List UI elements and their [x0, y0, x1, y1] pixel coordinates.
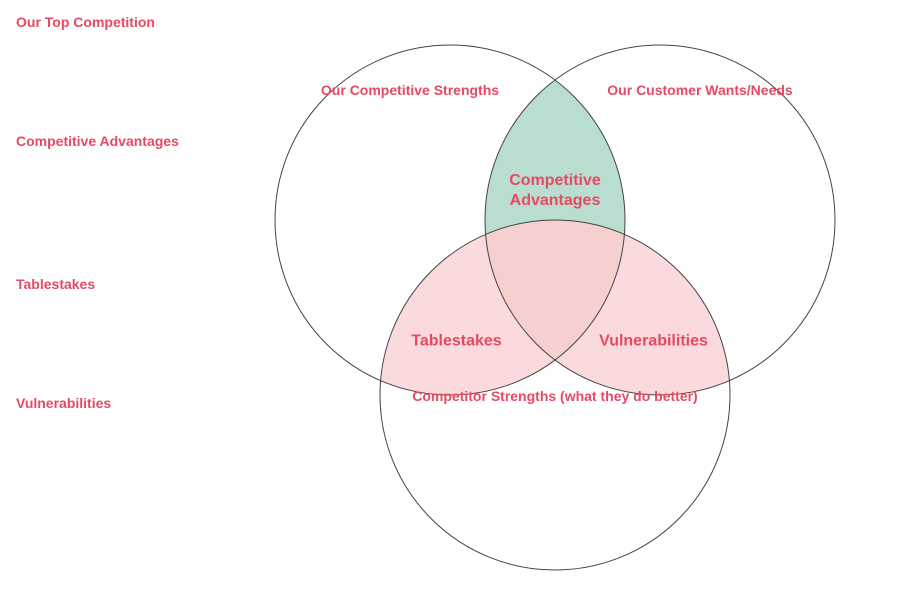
region-label-competitive-adv-1: Competitive	[509, 172, 601, 189]
diagram-stage: Our Top Competition Competitive Advantag…	[0, 0, 898, 600]
label-customer-needs: Our Customer Wants/Needs	[607, 82, 793, 98]
region-label-competitive-adv-2: Advantages	[510, 192, 601, 209]
region-label-tablestakes: Tablestakes	[411, 333, 502, 350]
region-label-vulnerabilities: Vulnerabilities	[599, 333, 708, 350]
label-our-strengths: Our Competitive Strengths	[321, 82, 499, 98]
venn-diagram: Our Competitive Strengths Our Customer W…	[0, 0, 898, 600]
label-competitor: Competitor Strengths (what they do bette…	[412, 388, 697, 404]
